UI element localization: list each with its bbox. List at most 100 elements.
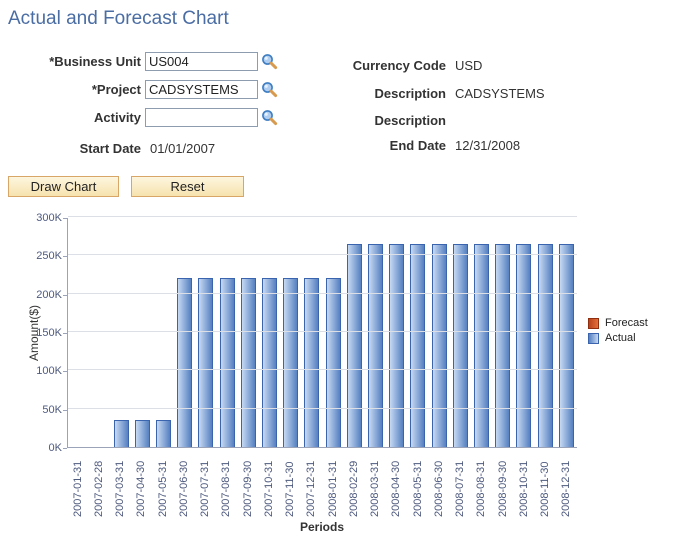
actual-bar xyxy=(473,244,489,447)
bar-slot xyxy=(301,218,322,447)
business-unit-input[interactable] xyxy=(145,51,258,71)
x-tick-label: 2007-09-30 xyxy=(241,460,254,517)
description-label-2: Description xyxy=(374,113,446,128)
description-label-1: Description xyxy=(374,86,446,101)
x-tick-label: 2008-03-31 xyxy=(369,460,382,517)
x-tick-label: 2008-10-31 xyxy=(517,460,530,517)
y-tick-label: 100K xyxy=(36,365,62,378)
x-tick-slot: 2007-01-31 xyxy=(67,453,88,517)
x-tick-label: 2008-01-31 xyxy=(326,460,339,517)
activity-lookup-icon[interactable] xyxy=(261,109,278,126)
bar-slot xyxy=(365,218,386,447)
description-row-2: Description xyxy=(340,113,455,128)
bar-slot xyxy=(89,218,110,447)
gridline xyxy=(68,369,577,371)
project-input[interactable] xyxy=(145,79,258,99)
x-tick-label: 2008-04-30 xyxy=(390,460,403,517)
legend-item-forecast: Forecast xyxy=(588,317,648,329)
y-tick-mark xyxy=(63,409,67,411)
description-row-1: Description CADSYSTEMS xyxy=(340,86,544,101)
bars-container xyxy=(68,218,577,447)
legend-swatch-actual xyxy=(588,332,599,344)
project-lookup-icon[interactable] xyxy=(261,81,278,98)
business-unit-lookup-icon[interactable] xyxy=(261,53,278,70)
business-unit-row: *Business Unit xyxy=(0,51,278,71)
x-tick-label: 2007-12-31 xyxy=(305,460,318,517)
x-tick-label: 2007-01-31 xyxy=(71,460,84,517)
gridline xyxy=(68,216,577,217)
description-value-2 xyxy=(450,113,455,127)
actual-bar xyxy=(431,244,447,447)
bar-slot xyxy=(407,218,428,447)
gridline xyxy=(68,254,577,256)
actual-forecast-bar-chart: Amount($) 0K 50K 100K 150K 200K 250K 300K 2007… xyxy=(0,205,679,541)
actual-bar xyxy=(261,278,277,447)
x-tick-slot: 2007-06-30 xyxy=(173,453,194,517)
x-tick-slot: 2008-08-31 xyxy=(471,453,492,517)
bar-slot xyxy=(195,218,216,447)
x-tick-slot: 2007-03-31 xyxy=(110,453,131,517)
x-tick-slot: 2007-04-30 xyxy=(131,453,152,517)
bar-slot xyxy=(534,218,555,447)
business-unit-label: *Business Unit xyxy=(49,53,141,69)
end-date-value: 12/31/2008 xyxy=(455,138,521,153)
x-tick-label: 2008-12-31 xyxy=(560,460,573,517)
chart-legend: Forecast Actual xyxy=(588,317,648,347)
gridline xyxy=(68,331,577,332)
y-tick-label: 200K xyxy=(36,288,62,301)
bar-slot xyxy=(259,218,280,447)
activity-label: Activity xyxy=(94,109,141,125)
actual-bar xyxy=(155,420,171,447)
x-axis-tick-labels: 2007-01-31 2007-02-28 2007-03-31 2007-04-30… xyxy=(67,453,577,517)
x-tick-slot: 2007-02-28 xyxy=(88,453,109,517)
page-title: Actual and Forecast Chart xyxy=(8,8,229,29)
reset-button[interactable]: Reset xyxy=(131,176,244,197)
y-tick-label: 150K xyxy=(36,327,62,339)
actual-bar xyxy=(346,244,362,447)
gridline xyxy=(68,292,577,294)
x-tick-slot: 2008-01-31 xyxy=(322,453,343,517)
currency-code-row: Currency Code USD xyxy=(340,58,483,73)
y-tick-mark xyxy=(63,218,67,219)
bar-slot xyxy=(471,218,492,447)
actual-bar xyxy=(389,244,405,447)
bar-slot xyxy=(153,218,174,447)
bar-slot xyxy=(322,218,343,447)
x-tick-label: 2008-11-30 xyxy=(539,461,552,517)
x-tick-label: 2007-02-28 xyxy=(92,460,105,517)
x-tick-slot: 2008-06-30 xyxy=(428,453,449,517)
actual-bar xyxy=(177,278,193,447)
x-tick-label: 2007-03-31 xyxy=(114,460,127,517)
gridline xyxy=(68,407,577,409)
x-tick-label: 2008-05-31 xyxy=(411,460,424,517)
activity-row: Activity xyxy=(0,107,278,127)
bar-slot xyxy=(492,218,513,447)
bar-slot xyxy=(132,218,153,447)
end-date-label: End Date xyxy=(389,138,446,153)
y-tick-mark xyxy=(63,256,67,258)
currency-code-value: USD xyxy=(455,58,483,73)
x-tick-slot: 2008-10-31 xyxy=(513,453,534,517)
x-tick-slot: 2007-10-31 xyxy=(258,453,279,517)
actual-bar xyxy=(558,244,574,447)
y-tick-label: 0K xyxy=(48,442,62,454)
x-tick-label: 2007-10-31 xyxy=(262,460,275,517)
x-tick-label: 2008-06-30 xyxy=(432,460,445,517)
bar-slot xyxy=(386,218,407,447)
x-tick-label: 2007-07-31 xyxy=(199,460,212,517)
actual-bar xyxy=(113,420,129,447)
currency-code-label: Currency Code xyxy=(352,58,446,73)
activity-input[interactable] xyxy=(145,107,258,127)
x-tick-slot: 2007-12-31 xyxy=(301,453,322,517)
x-tick-slot: 2007-09-30 xyxy=(237,453,258,517)
x-tick-slot: 2007-08-31 xyxy=(216,453,237,517)
draw-chart-button[interactable]: Draw Chart xyxy=(8,176,119,197)
x-tick-label: 2007-04-30 xyxy=(135,460,148,517)
x-tick-label: 2007-11-30 xyxy=(284,461,297,517)
y-tick-mark xyxy=(63,371,67,373)
start-date-row: Start Date 01/01/2007 xyxy=(0,138,216,158)
actual-bar xyxy=(537,244,553,447)
x-tick-slot: 2008-02-29 xyxy=(343,453,364,517)
actual-bar xyxy=(452,244,468,447)
